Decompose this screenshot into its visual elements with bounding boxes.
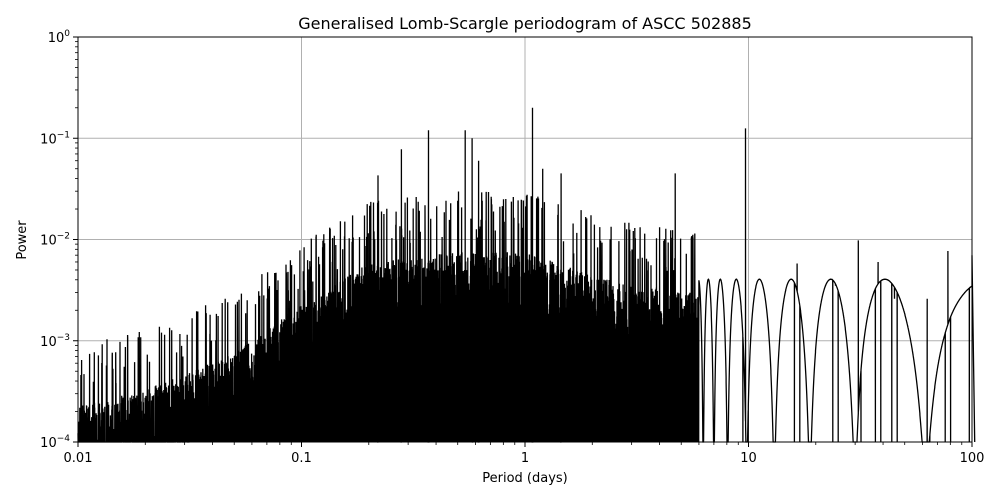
x-axis-ticks: 0.01 0.1 1 10 100 — [64, 442, 985, 466]
y-tick-label: 10−4 — [40, 434, 70, 451]
x-tick-label: 10 — [740, 451, 757, 466]
x-axis-label: Period (days) — [482, 471, 568, 486]
x-tick-label: 100 — [960, 451, 985, 466]
y-tick-label: 10−2 — [40, 232, 70, 249]
x-tick-label: 0.01 — [64, 451, 93, 466]
y-axis-label: Power — [15, 220, 30, 260]
y-tick-label: 10−3 — [40, 333, 70, 350]
y-tick-label: 100 — [48, 29, 71, 46]
x-tick-label: 0.1 — [291, 451, 312, 466]
chart-title: Generalised Lomb-Scargle periodogram of … — [298, 14, 752, 33]
y-tick-label: 10−1 — [40, 130, 70, 147]
periodogram-curve — [77, 107, 976, 443]
x-tick-label: 1 — [521, 451, 529, 466]
y-axis-ticks: 100 10−1 10−2 10−3 10−4 — [40, 29, 78, 451]
